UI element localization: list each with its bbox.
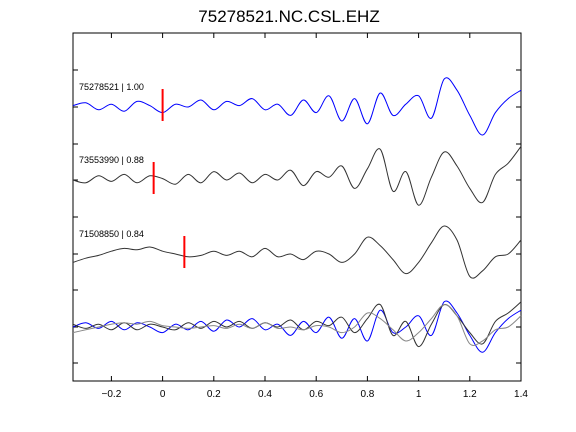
x-tick-label: 0.8 [360,389,374,400]
x-tick-label: −0.2 [102,389,122,400]
x-tick-label: 1.4 [514,389,528,400]
x-tick-label: 0 [160,389,166,400]
trace-group [72,77,522,279]
trace-labels: 75278521 | 1.00 73553990 | 0.88 71508850 |… [79,82,144,239]
axis-ticks: −0.2 0 0.2 0.4 0.6 0.8 1 1.2 1.4 [73,33,528,400]
plot-frame [72,32,522,382]
trace-label-73553990: 73553990 | 0.88 [79,155,144,165]
trace-line-73553990 [72,146,522,206]
trace-label-75278521: 75278521 | 1.00 [79,82,144,92]
x-tick-label: 1 [416,389,422,400]
x-tick-label: 1.2 [463,389,477,400]
overlay-group [72,300,522,353]
overlay-line-75278521 [72,300,522,353]
x-tick-label: 0.2 [207,389,221,400]
x-tick-label: 0.6 [309,389,323,400]
chart-title: 75278521.NC.CSL.EHZ [198,7,379,26]
trace-line-71508850 [72,225,522,279]
overlay-line-71508850 [72,304,522,346]
trace-label-71508850: 71508850 | 0.84 [79,229,144,239]
x-tick-label: 0.4 [258,389,272,400]
trace-line-75278521 [72,77,522,136]
